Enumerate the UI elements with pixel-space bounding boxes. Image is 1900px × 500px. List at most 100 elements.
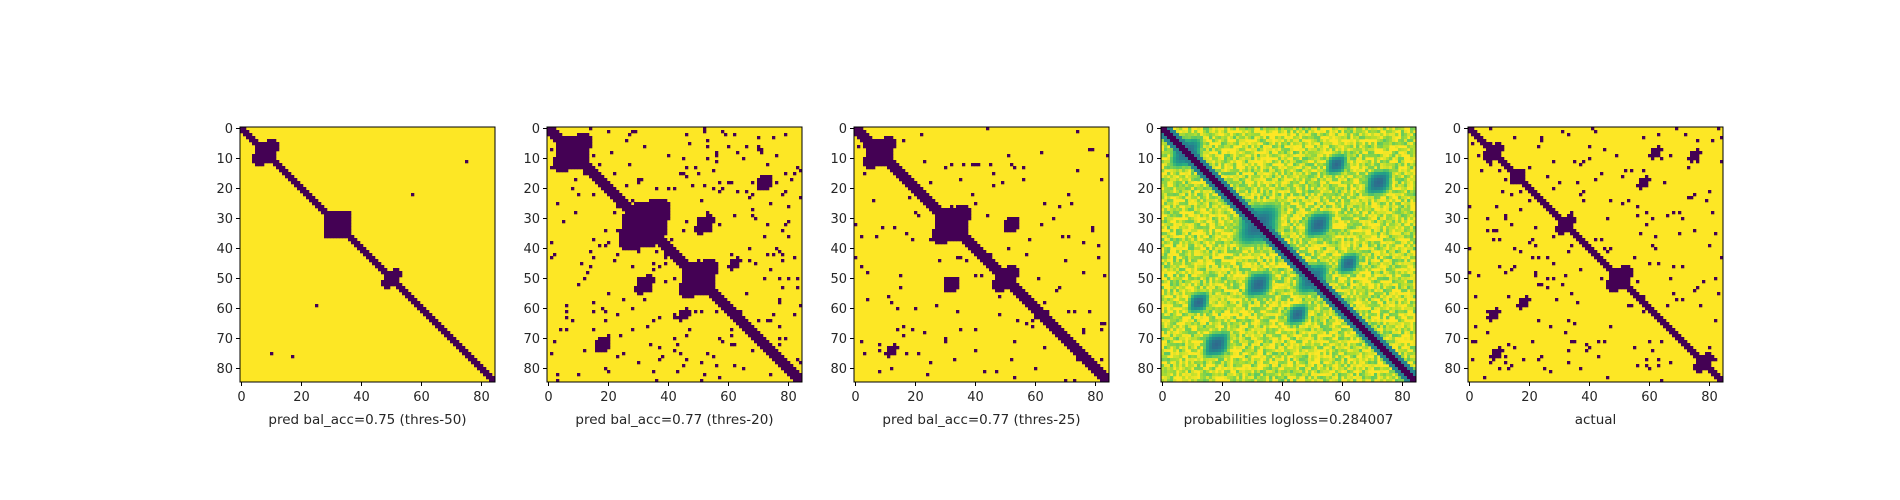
heatmap-cell	[562, 139, 566, 143]
heatmap-cell	[664, 220, 668, 224]
heatmap-cell	[1341, 142, 1345, 146]
heatmap-cell	[706, 262, 710, 266]
heatmap-cell	[697, 226, 701, 230]
heatmap-cell	[1404, 235, 1408, 239]
heatmap-cell	[1230, 205, 1234, 209]
heatmap-cell	[995, 271, 999, 275]
heatmap-cell	[1329, 163, 1333, 167]
x-tick-label: 80	[473, 390, 490, 405]
heatmap-cell	[733, 307, 737, 311]
heatmap-cell	[1314, 160, 1318, 164]
heatmap-cell	[598, 244, 602, 248]
heatmap-cell	[580, 166, 584, 170]
heatmap-cell	[1224, 181, 1228, 185]
heatmap-cell	[1383, 163, 1387, 167]
heatmap-cell	[574, 163, 578, 167]
heatmap-cell	[718, 292, 722, 296]
heatmap-cell	[1350, 127, 1354, 131]
heatmap-cell	[1206, 169, 1210, 173]
heatmap-cell	[1167, 139, 1171, 143]
heatmap-cell	[1359, 178, 1363, 182]
heatmap-cell	[1167, 151, 1171, 155]
heatmap-cell	[1203, 136, 1207, 140]
heatmap-cell	[1329, 208, 1333, 212]
heatmap-cell	[1401, 172, 1405, 176]
heatmap-cell	[869, 142, 873, 146]
heatmap-cell	[1242, 145, 1246, 149]
heatmap-cell	[787, 220, 791, 224]
heatmap-cell	[673, 247, 677, 251]
heatmap-cell	[1395, 142, 1399, 146]
heatmap-cell	[586, 151, 590, 155]
heatmap-cell	[1347, 226, 1351, 230]
heatmap-cell	[631, 235, 635, 239]
heatmap-cell	[625, 214, 629, 218]
heatmap-cell	[1031, 304, 1035, 308]
heatmap-cell	[1230, 217, 1234, 221]
heatmap-cell	[1203, 238, 1207, 242]
heatmap-cell	[360, 244, 364, 248]
heatmap-cell	[739, 319, 743, 323]
heatmap-cell	[676, 370, 680, 374]
heatmap-cell	[339, 226, 343, 230]
heatmap-cell	[691, 283, 695, 287]
heatmap-cell	[1052, 217, 1056, 221]
heatmap-cell	[1377, 172, 1381, 176]
heatmap-cell	[1221, 202, 1225, 206]
y-tick-label: 10	[830, 152, 847, 167]
heatmap-cell	[1305, 166, 1309, 170]
heatmap-cell	[1287, 127, 1291, 131]
heatmap-cell	[1188, 196, 1192, 200]
heatmap-cell	[640, 277, 644, 281]
heatmap-cell	[1356, 151, 1360, 155]
heatmap-cell	[697, 292, 701, 296]
heatmap-cell	[1284, 199, 1288, 203]
heatmap-cell	[1091, 229, 1095, 233]
heatmap-cell	[1176, 148, 1180, 152]
heatmap-cell	[390, 274, 394, 278]
heatmap-cell	[1359, 157, 1363, 161]
heatmap-cell	[751, 214, 755, 218]
heatmap-cell	[348, 220, 352, 224]
heatmap-cell	[1341, 178, 1345, 182]
heatmap-cell	[1296, 151, 1300, 155]
heatmap-cell	[1085, 352, 1089, 356]
heatmap-cell	[1076, 169, 1080, 173]
heatmap-cell	[1203, 175, 1207, 179]
heatmap-cell	[974, 244, 978, 248]
heatmap-cell	[1392, 151, 1396, 155]
heatmap-cell	[1016, 217, 1020, 221]
heatmap-cell	[580, 142, 584, 146]
heatmap-cell	[390, 277, 394, 281]
heatmap-cell	[1031, 301, 1035, 305]
heatmap-cell	[556, 202, 560, 206]
heatmap-cell	[1386, 238, 1390, 242]
heatmap-cell	[1188, 163, 1192, 167]
heatmap-cell	[1251, 211, 1255, 215]
heatmap-cell	[953, 214, 957, 218]
heatmap-cell	[1350, 226, 1354, 230]
heatmap-cell	[1106, 373, 1110, 377]
heatmap-cell	[1236, 133, 1240, 137]
heatmap-cell	[709, 283, 713, 287]
heatmap-cell	[330, 211, 334, 215]
heatmap-cell	[1203, 181, 1207, 185]
heatmap-cell	[1404, 178, 1408, 182]
heatmap-cell	[1278, 169, 1282, 173]
heatmap-cell	[592, 172, 596, 176]
heatmap-cell	[1344, 151, 1348, 155]
heatmap-cell	[1335, 196, 1339, 200]
heatmap-cell	[583, 139, 587, 143]
heatmap-cell	[1353, 190, 1357, 194]
heatmap-cell	[1278, 148, 1282, 152]
heatmap-cell	[1323, 208, 1327, 212]
heatmap-cell	[1206, 148, 1210, 152]
heatmap-cell	[1025, 292, 1029, 296]
heatmap-cell	[381, 268, 385, 272]
heatmap-cell	[261, 151, 265, 155]
heatmap-cell	[1386, 214, 1390, 218]
heatmap-cell	[589, 127, 593, 131]
heatmap-cell	[1254, 175, 1258, 179]
heatmap-cell	[1398, 148, 1402, 152]
y-tick-label: 70	[216, 332, 233, 347]
